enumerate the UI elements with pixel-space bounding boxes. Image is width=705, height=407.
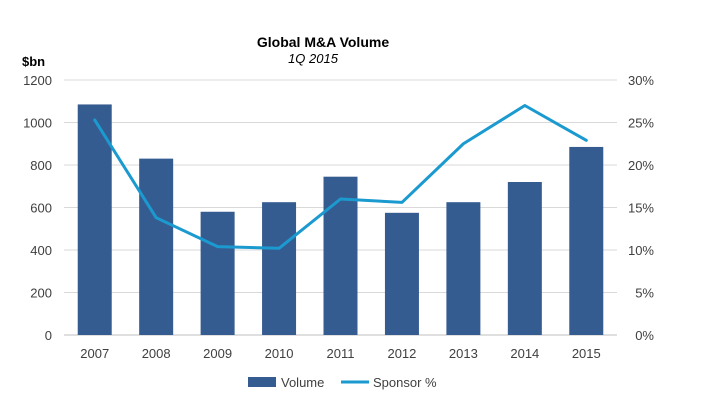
y2-tick-label: 20% [628,158,654,173]
y2-tick-label: 15% [628,201,654,216]
x-tick-label: 2009 [203,346,232,361]
bar-volume [446,202,481,335]
bar-volume [139,158,174,335]
legend-volume-label: Volume [281,375,324,390]
y2-tick-label: 30% [628,73,654,88]
chart-subtitle: 1Q 2015 [288,51,339,66]
x-tick-label: 2014 [510,346,539,361]
x-tick-label: 2008 [142,346,171,361]
bar-volume [77,104,112,335]
bar-volume [569,146,604,335]
x-tick-label: 2012 [387,346,416,361]
bar-volume [507,182,542,335]
bar-volume [384,212,419,335]
x-tick-label: 2015 [572,346,601,361]
y-tick-label: 200 [30,286,52,301]
x-tick-label: 2013 [449,346,478,361]
bar-volume [323,176,358,335]
line-sponsor-pct [93,104,588,250]
y2-tick-label: 25% [628,116,654,131]
bar-series [77,104,604,335]
x-tick-label: 2007 [80,346,109,361]
bar-volume [262,202,297,335]
x-tick-label: 2011 [327,346,355,361]
y-tick-label: 600 [30,201,52,216]
bar-volume [200,211,235,335]
axes: 0 200 400 600 800 1000 1200 0% 5% 10% 15% 20% 25% 30%… [23,73,654,361]
chart-title: Global M&A Volume [257,34,389,50]
legend: Volume Sponsor % [248,375,437,390]
x-tick-label: 2010 [265,346,294,361]
y-tick-label: 400 [30,243,52,258]
legend-volume-swatch [248,377,276,387]
y2-tick-label: 10% [628,243,654,258]
line-series [93,104,588,250]
y-tick-label: 1000 [23,116,52,131]
y-tick-label: 1200 [23,73,52,88]
legend-sponsor-label: Sponsor % [373,375,437,390]
y-tick-label: 800 [30,158,52,173]
y2-tick-label: 0% [635,328,654,343]
y-axis-unit: $bn [22,54,45,69]
y2-tick-label: 5% [635,286,654,301]
y-tick-label: 0 [45,328,52,343]
